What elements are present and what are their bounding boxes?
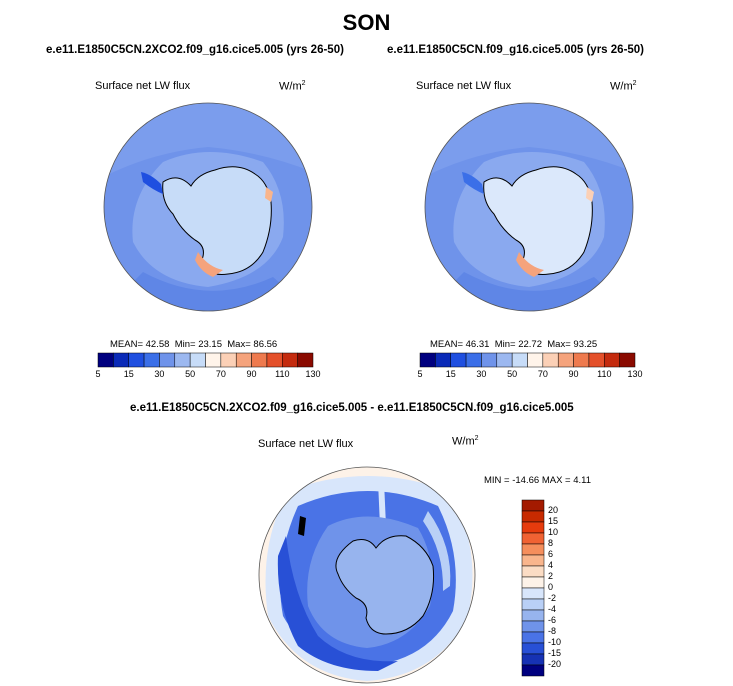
colorbar-tick-label: 70 (537, 369, 548, 379)
colorbar-swatch (542, 352, 559, 368)
colorbar-swatch (205, 352, 222, 368)
colorbar-swatch (527, 352, 544, 368)
diff-colorbar-swatch (521, 587, 545, 600)
diff-colorbar-tick-label: 2 (548, 571, 554, 581)
colorbar-swatch (481, 352, 498, 368)
colorbar-swatch (189, 352, 206, 368)
diff-colorbar-swatch (521, 642, 545, 655)
diff-colorbar-swatch (521, 510, 545, 523)
panel1-stats: MEAN= 42.58 Min= 23.15 Max= 86.56 (110, 339, 278, 350)
panel2-variable-label: Surface net LW flux (416, 80, 512, 92)
diff-colorbar-swatch (521, 664, 545, 677)
season-title: SON (342, 10, 391, 35)
diff-colorbar-tick-label: -6 (548, 615, 557, 625)
colorbar-swatch (251, 352, 268, 368)
diff-polar-map (258, 466, 476, 684)
colorbar-swatch (511, 352, 528, 368)
diff-colorbar-tick-label: 15 (548, 516, 559, 526)
colorbar-tick-label: 50 (507, 369, 518, 379)
colorbar-swatch (159, 352, 176, 368)
colorbar-tick-label: 50 (185, 369, 196, 379)
diff-colorbar-tick-label: 8 (548, 538, 554, 548)
diff-colorbar-tick-label: 0 (548, 582, 554, 592)
panel1-colorbar (97, 352, 314, 368)
colorbar-swatch (435, 352, 451, 368)
colorbar-swatch (220, 352, 237, 368)
diff-colorbar-tick-label: -4 (548, 604, 557, 614)
colorbar-swatch (619, 352, 636, 368)
diff-colorbar-swatch (521, 532, 545, 545)
colorbar-swatch (557, 352, 574, 368)
panel2-colorbar (419, 352, 636, 368)
colorbar-tick-label: 130 (305, 369, 321, 379)
diff-colorbar-tick-label: 20 (548, 505, 559, 515)
panel2-units-label: W/m2 (610, 80, 637, 93)
diff-colorbar-tick-label: -15 (548, 648, 562, 658)
colorbar-swatch (573, 352, 590, 368)
colorbar-tick-label: 15 (123, 369, 134, 379)
diff-colorbar-tick-label: 6 (548, 549, 554, 559)
panel1-case-title: e.e11.E1850C5CN.2XCO2.f09_g16.cice5.005 … (46, 44, 344, 56)
colorbar-tick-label: 110 (275, 369, 290, 379)
colorbar-tick-label: 5 (417, 369, 423, 379)
diff-antarctica (335, 535, 434, 635)
panel1-polar-map (103, 102, 313, 312)
diff-colorbar-swatch (521, 620, 545, 633)
colorbar-swatch (113, 352, 129, 368)
diff-colorbar-tick-label: -8 (548, 626, 557, 636)
colorbar-swatch (465, 352, 482, 368)
colorbar-tick-label: 110 (597, 369, 612, 379)
diff-colorbar-swatch (521, 543, 545, 556)
diff-colorbar-swatch (521, 609, 545, 622)
diff-colorbar-tick-label: -2 (548, 593, 557, 603)
diff-colorbar (521, 499, 545, 677)
diff-colorbar-swatch (521, 653, 545, 666)
panel1-antarctica (162, 166, 272, 275)
colorbar-tick-label: 90 (246, 369, 257, 379)
colorbar-swatch (174, 352, 191, 368)
diff-colorbar-swatch (521, 565, 545, 578)
panel2-case-title: e.e11.E1850C5CN.f09_g16.cice5.005 (yrs 2… (387, 44, 645, 56)
diff-colorbar-tick-label: -10 (548, 637, 562, 647)
diff-colorbar-tick-label: 4 (548, 560, 554, 570)
diff-colorbar-swatch (521, 521, 545, 534)
colorbar-swatch (496, 352, 513, 368)
diff-colorbar-tick-label: 10 (548, 527, 559, 537)
diff-case-title: e.e11.E1850C5CN.2XCO2.f09_g16.cice5.005 … (130, 402, 574, 414)
colorbar-swatch (588, 352, 605, 368)
diff-colorbar-swatch (521, 631, 545, 644)
colorbar-tick-label: 5 (95, 369, 101, 379)
colorbar-swatch (419, 352, 436, 368)
colorbar-tick-label: 130 (627, 369, 643, 379)
colorbar-tick-label: 30 (476, 369, 487, 379)
diff-colorbar-swatch (521, 554, 545, 567)
diff-variable-label: Surface net LW flux (258, 438, 354, 450)
diff-colorbar-tick-label: -20 (548, 659, 562, 669)
panel1-units-label: W/m2 (279, 80, 306, 93)
diff-units-label: W/m2 (452, 435, 479, 448)
colorbar-tick-label: 15 (445, 369, 456, 379)
colorbar-swatch (97, 352, 114, 368)
colorbar-swatch (604, 352, 620, 368)
panel2-antarctica (483, 166, 593, 275)
diff-colorbar-swatch (521, 576, 545, 589)
colorbar-swatch (235, 352, 252, 368)
panel2-polar-map (424, 102, 634, 312)
diff-colorbar-swatch (521, 598, 545, 611)
colorbar-tick-label: 90 (568, 369, 579, 379)
colorbar-tick-label: 70 (215, 369, 226, 379)
panel2-stats: MEAN= 46.31 Min= 22.72 Max= 93.25 (430, 339, 598, 350)
colorbar-swatch (128, 352, 145, 368)
colorbar-swatch (266, 352, 283, 368)
colorbar-swatch (297, 352, 314, 368)
diff-colorbar-swatch (521, 499, 545, 512)
colorbar-tick-label: 30 (154, 369, 165, 379)
colorbar-swatch (450, 352, 467, 368)
diff-minmax-label: MIN = -14.66 MAX = 4.11 (484, 475, 592, 486)
colorbar-swatch (143, 352, 160, 368)
colorbar-swatch (282, 352, 298, 368)
panel1-variable-label: Surface net LW flux (95, 80, 191, 92)
